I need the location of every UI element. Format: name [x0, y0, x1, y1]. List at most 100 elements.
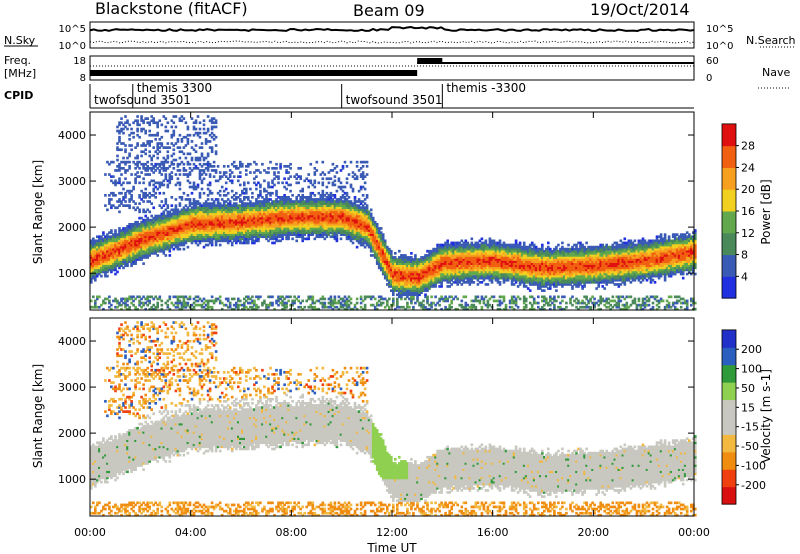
power-cell [204, 299, 208, 303]
power-cell [94, 239, 97, 243]
power-cell [301, 307, 305, 311]
power-cell [102, 243, 105, 247]
power-cell [146, 142, 150, 145]
power-cell [319, 206, 323, 210]
power-cell [263, 210, 266, 214]
power-cell [261, 204, 264, 207]
power-cell [122, 196, 125, 199]
power-cell [142, 165, 145, 168]
power-cell [126, 181, 129, 185]
power-cell [130, 229, 133, 232]
power-cell [162, 239, 166, 243]
power-cell [154, 249, 158, 253]
power-cell [172, 295, 176, 299]
power-cell [232, 214, 236, 218]
power-cell [124, 121, 127, 125]
power-cell [134, 208, 137, 212]
power-cell [114, 245, 117, 249]
power-cell [136, 165, 139, 168]
power-cell [388, 297, 391, 301]
power-cell [220, 227, 224, 230]
power-cell [386, 258, 389, 261]
power-cell [438, 260, 441, 263]
power-cell [198, 233, 202, 236]
power-cell [214, 125, 218, 129]
power-cell [196, 156, 200, 160]
power-cell [208, 208, 212, 212]
power-cell [289, 303, 292, 307]
power-cell [253, 218, 256, 222]
power-cell [206, 169, 210, 172]
power-cell [265, 198, 268, 201]
power-cell [150, 249, 154, 253]
power-cell [98, 256, 101, 259]
power-cell [404, 272, 407, 276]
power-cell [168, 247, 172, 251]
power-cell [190, 307, 194, 311]
power-cell [178, 156, 182, 160]
power-cell [120, 129, 123, 133]
power-cell [414, 281, 417, 284]
power-cell [214, 220, 218, 224]
power-cell [116, 243, 119, 247]
power-cell [156, 148, 160, 152]
power-cell [311, 202, 315, 205]
power-cell [357, 216, 361, 220]
power-cell [212, 212, 216, 216]
power-cell [337, 214, 341, 218]
power-cell [331, 200, 335, 203]
power-cell [289, 223, 292, 226]
power-cell [194, 187, 198, 191]
power-cell [92, 274, 95, 278]
power-cell [396, 303, 399, 307]
power-cell [196, 131, 200, 135]
power-cell [309, 223, 313, 226]
power-cell [317, 210, 321, 214]
power-cell [257, 196, 260, 199]
power-cell [261, 210, 264, 214]
power-cell [134, 202, 137, 205]
power-cell [450, 283, 454, 286]
power-cell [420, 289, 423, 292]
power-cell [241, 225, 244, 228]
power-cell [186, 125, 190, 129]
power-cell [436, 278, 439, 282]
power-cell [347, 173, 351, 176]
power-cell [333, 301, 337, 305]
power-cell [383, 274, 387, 278]
power-cell [247, 165, 250, 168]
power-cell [402, 287, 405, 290]
power-cell [297, 214, 301, 218]
power-cell [297, 225, 301, 228]
power-cell [410, 287, 413, 290]
power-cell [436, 274, 439, 278]
noise-right-tick-bottom: 10^0 [706, 41, 733, 52]
power-cell [116, 158, 119, 162]
power-cell [319, 227, 323, 230]
power-cell [148, 243, 152, 247]
power-cell [212, 117, 216, 120]
power-cell [247, 198, 250, 201]
power-cell [261, 235, 264, 239]
power-cell [170, 196, 174, 199]
power-cell [162, 218, 166, 222]
power-cell [283, 305, 286, 309]
power-cell [259, 233, 262, 236]
power-cell [156, 216, 160, 220]
power-cell [406, 268, 409, 272]
power-cell [285, 216, 288, 220]
power-cell [279, 223, 282, 226]
power-cell [249, 301, 252, 305]
power-cell [321, 216, 325, 220]
power-cell [216, 165, 220, 168]
power-cell [188, 239, 192, 243]
power-cell [196, 212, 200, 216]
power-cell [255, 235, 258, 239]
power-cell [118, 258, 121, 261]
power-cell [168, 181, 172, 185]
power-cell [140, 249, 143, 253]
power-cell [251, 208, 254, 212]
power-cell [339, 185, 343, 189]
power-cell [400, 278, 403, 282]
power-cell [383, 262, 387, 265]
